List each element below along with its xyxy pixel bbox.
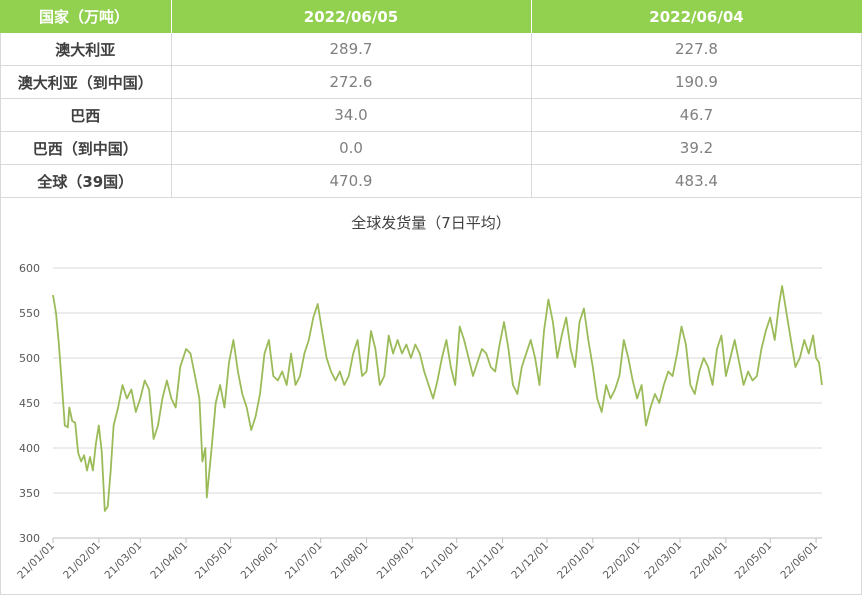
- x-tick-label: 21/05/01: [193, 540, 235, 582]
- shipment-table: 国家（万吨） 2022/06/05 2022/06/04 澳大利亚 289.7 …: [0, 0, 862, 198]
- row-value-2: 227.8: [531, 33, 862, 66]
- row-value-1: 0.0: [171, 131, 532, 165]
- table-header-row: 国家（万吨） 2022/06/05 2022/06/04: [0, 0, 862, 33]
- row-value-1: 34.0: [171, 98, 532, 132]
- row-value-2: 190.9: [531, 65, 862, 99]
- x-axis-ticks: 21/01/01 21/02/01 21/03/01 21/04/01 21/05/01…: [15, 538, 820, 581]
- row-value-2: 483.4: [531, 164, 862, 198]
- y-axis-ticks: 300 350 400 450 500 550 600: [19, 262, 40, 545]
- y-tick-label: 600: [19, 262, 40, 275]
- chart-title: 全球发货量（7日平均）: [351, 214, 511, 232]
- row-value-1: 272.6: [171, 65, 532, 99]
- series-line: [52, 285, 823, 512]
- x-tick-label: 21/11/01: [465, 540, 507, 582]
- row-value-1: 470.9: [171, 164, 532, 198]
- x-tick-label: 21/08/01: [329, 540, 371, 582]
- x-tick-label: 21/02/01: [61, 540, 103, 582]
- line-chart: 全球发货量（7日平均） 300 350 400 450 500 550 600 21/01/…: [15, 214, 823, 581]
- x-tick-label: 21/12/01: [509, 540, 551, 582]
- x-tick-label: 21/01/01: [15, 540, 57, 582]
- x-tick-label: 21/03/01: [103, 540, 145, 582]
- gridlines: [53, 267, 822, 494]
- table-row: 澳大利亚 289.7 227.8: [0, 33, 862, 66]
- table-row: 巴西（到中国） 0.0 39.2: [0, 131, 862, 165]
- y-tick-label: 350: [19, 487, 40, 500]
- row-name: 巴西（到中国）: [0, 131, 172, 165]
- y-tick-label: 400: [19, 442, 40, 455]
- x-tick-label: 22/04/01: [688, 540, 730, 582]
- x-tick-label: 22/05/01: [733, 540, 775, 582]
- header-date-1: 2022/06/05: [171, 0, 532, 33]
- row-name: 澳大利亚（到中国）: [0, 65, 172, 99]
- x-tick-label: 21/06/01: [239, 540, 281, 582]
- header-date-2: 2022/06/04: [531, 0, 862, 33]
- table-row: 全球（39国） 470.9 483.4: [0, 164, 862, 198]
- x-tick-label: 22/06/01: [778, 540, 820, 582]
- x-tick-label: 22/03/01: [642, 540, 684, 582]
- header-country: 国家（万吨）: [0, 0, 172, 33]
- x-tick-label: 21/04/01: [148, 540, 190, 582]
- row-name: 澳大利亚: [0, 33, 172, 66]
- y-tick-label: 300: [19, 532, 40, 545]
- x-tick-label: 21/07/01: [283, 540, 325, 582]
- x-tick-label: 22/02/01: [601, 540, 643, 582]
- row-name: 全球（39国）: [0, 164, 172, 198]
- x-tick-label: 21/10/01: [419, 540, 461, 582]
- row-value-2: 39.2: [531, 131, 862, 165]
- y-tick-label: 500: [19, 352, 40, 365]
- table-row: 巴西 34.0 46.7: [0, 98, 862, 132]
- x-tick-label: 22/01/01: [555, 540, 597, 582]
- table-row: 澳大利亚（到中国） 272.6 190.9: [0, 65, 862, 99]
- row-value-1: 289.7: [171, 33, 532, 66]
- y-tick-label: 550: [19, 307, 40, 320]
- x-tick-label: 21/09/01: [375, 540, 417, 582]
- y-tick-label: 450: [19, 397, 40, 410]
- row-name: 巴西: [0, 98, 172, 132]
- row-value-2: 46.7: [531, 98, 862, 132]
